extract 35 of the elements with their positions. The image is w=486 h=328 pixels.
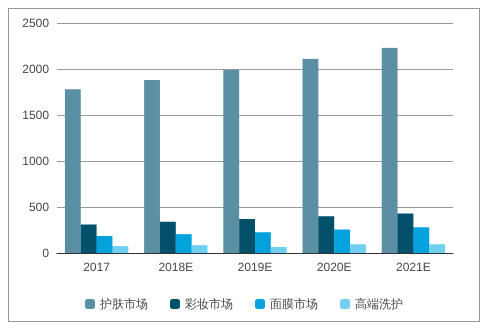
y-tick-label: 2000 [22, 62, 50, 76]
bar [255, 232, 271, 253]
bar [112, 246, 128, 253]
x-tick-label: 2018E [158, 260, 194, 274]
bar [350, 244, 366, 253]
bar [144, 80, 160, 253]
bar [413, 227, 430, 253]
y-tick-label: 0 [42, 246, 50, 260]
bar [239, 218, 255, 253]
y-tick-label: 1000 [22, 154, 50, 168]
legend-label: 面膜市场 [270, 297, 318, 311]
legend-label: 高端洗护 [355, 297, 403, 311]
x-tick-label: 2019E [238, 260, 272, 274]
x-tick-label: 2020E [316, 260, 352, 274]
legend-label: 彩妆市场 [185, 297, 233, 311]
bar [429, 244, 446, 253]
y-tick-label: 2500 [22, 16, 50, 30]
x-tick-label: 2021E [396, 260, 431, 274]
bar [223, 70, 240, 253]
bar [302, 58, 318, 253]
bar [80, 224, 97, 253]
bar [176, 234, 192, 253]
bar [318, 216, 334, 253]
y-tick-label: 500 [28, 200, 50, 214]
bar [382, 48, 398, 253]
bar [398, 213, 414, 253]
x-tick-label: 2017 [83, 260, 110, 274]
y-tick-label: 1500 [22, 108, 50, 122]
legend-label: 护肤市场 [99, 297, 148, 311]
bar [334, 230, 350, 253]
bar [160, 222, 176, 253]
bar [192, 245, 208, 253]
bar [64, 89, 81, 253]
bar [270, 247, 287, 253]
bar [96, 236, 112, 253]
